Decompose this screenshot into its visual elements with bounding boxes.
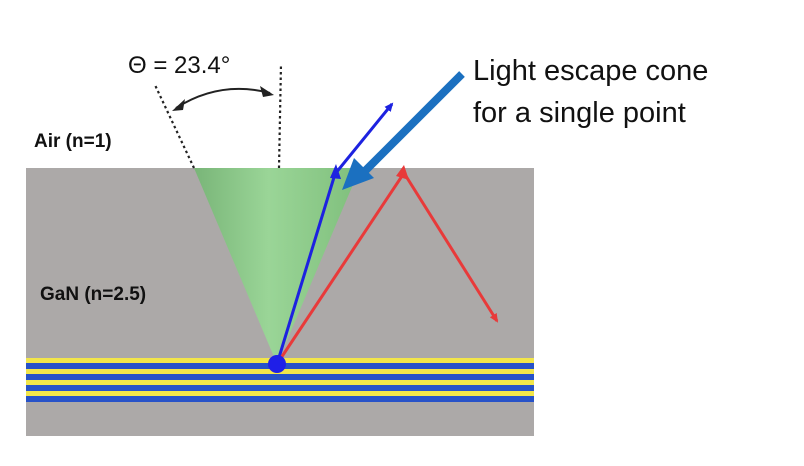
gan-label: GaN (n=2.5)	[40, 284, 146, 305]
source-point-dot	[268, 355, 286, 373]
callout-text-line1: Light escape cone	[473, 55, 708, 87]
callout-text-line2: for a single point	[473, 97, 686, 129]
callout-arrow-shaft	[361, 71, 465, 175]
callout-arrow-head	[342, 158, 374, 190]
red-ray-mid-arrowhead	[396, 165, 409, 180]
blue-ray-mid-arrowhead	[330, 164, 341, 179]
angle-arc-head-left	[172, 99, 185, 111]
angle-label: Θ = 23.4°	[128, 52, 230, 79]
air-label: Air (n=1)	[34, 131, 112, 152]
cone-edge-dotted-line	[154, 84, 195, 169]
angle-arc	[175, 87, 271, 109]
normal-dotted-line	[277, 63, 283, 169]
escape-cone	[194, 168, 360, 364]
angle-arc-head-right	[260, 86, 274, 97]
